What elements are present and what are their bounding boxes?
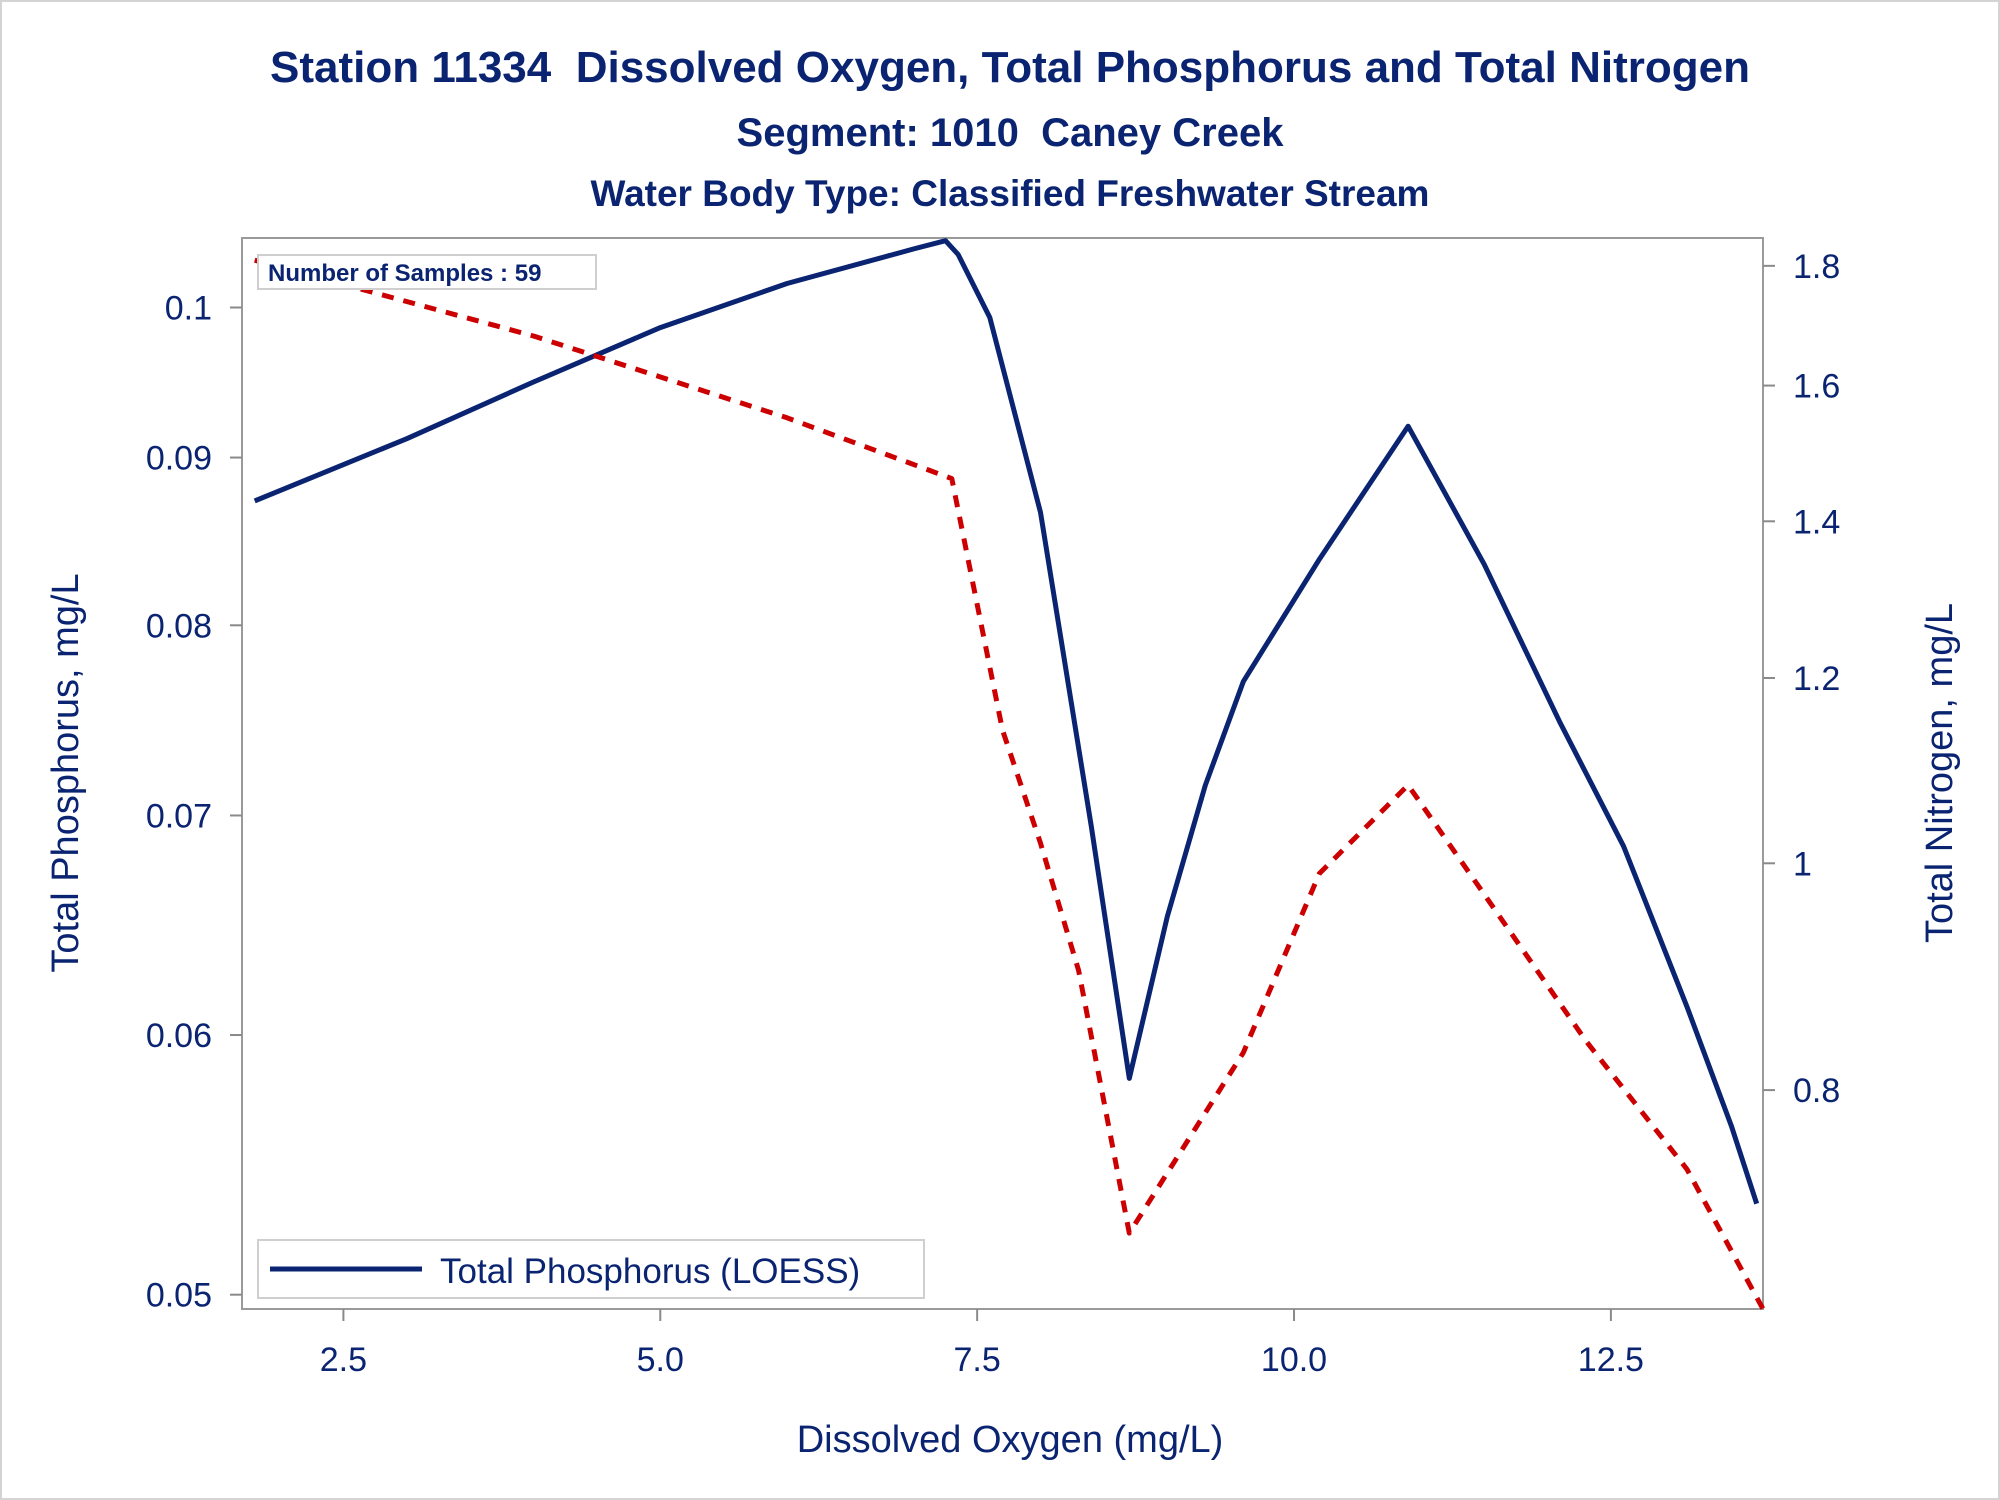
y-tick-label: 0.06 [146, 1017, 212, 1055]
y2-tick-label: 1 [1793, 845, 1812, 883]
series-line-total-phosphorus [253, 238, 1760, 1205]
y-axis-left: 0.05 0.06 0.07 0.08 0.09 0.1 [146, 289, 242, 1315]
y-tick-label: 0.09 [146, 440, 212, 478]
y-tick-label: 0.1 [165, 289, 212, 327]
x-axis: 2.5 5.0 7.5 10.0 12.5 [320, 1309, 1644, 1379]
x-axis-label: Dissolved Oxygen (mg/L) [797, 1419, 1224, 1461]
x-tick-label: 5.0 [637, 1341, 684, 1379]
sample-count-text: Number of Samples : 59 [268, 260, 541, 287]
x-tick-label: 12.5 [1578, 1341, 1644, 1379]
y-tick-label: 0.05 [146, 1277, 212, 1315]
y2-tick-label: 0.8 [1793, 1072, 1840, 1110]
x-tick-label: 7.5 [954, 1341, 1001, 1379]
y-tick-label: 0.08 [146, 607, 212, 645]
x-tick-label: 10.0 [1261, 1341, 1327, 1379]
y-tick-label: 0.07 [146, 797, 212, 835]
y2-axis-label: Total Nitrogen, mg/L [1919, 603, 1961, 943]
legend: Total Phosphorus (LOESS) [257, 1239, 925, 1299]
chart-title: Station 11334 Dissolved Oxygen, Total Ph… [270, 43, 1750, 92]
y-axis-right: 0.8 1 1.2 1.4 1.6 1.8 [1763, 248, 1840, 1110]
y2-tick-label: 1.8 [1793, 248, 1840, 286]
y2-tick-label: 1.2 [1793, 660, 1840, 698]
y2-tick-label: 1.4 [1793, 503, 1840, 541]
chart-subtitle-2: Water Body Type: Classified Freshwater S… [591, 173, 1430, 214]
legend-label-total-phosphorus: Total Phosphorus (LOESS) [440, 1252, 860, 1291]
y-axis-label: Total Phosphorus, mg/L [45, 573, 87, 972]
y2-tick-label: 1.6 [1793, 368, 1840, 406]
chart-subtitle: Segment: 1010 Caney Creek [737, 111, 1285, 155]
sample-count-box-border [257, 254, 597, 290]
x-tick-label: 2.5 [320, 1341, 367, 1379]
series-layer [253, 238, 1766, 1311]
series-line-total-nitrogen [254, 257, 1766, 1311]
plot-area [241, 237, 1764, 1310]
sample-count-box: Number of Samples : 59 [257, 254, 597, 290]
